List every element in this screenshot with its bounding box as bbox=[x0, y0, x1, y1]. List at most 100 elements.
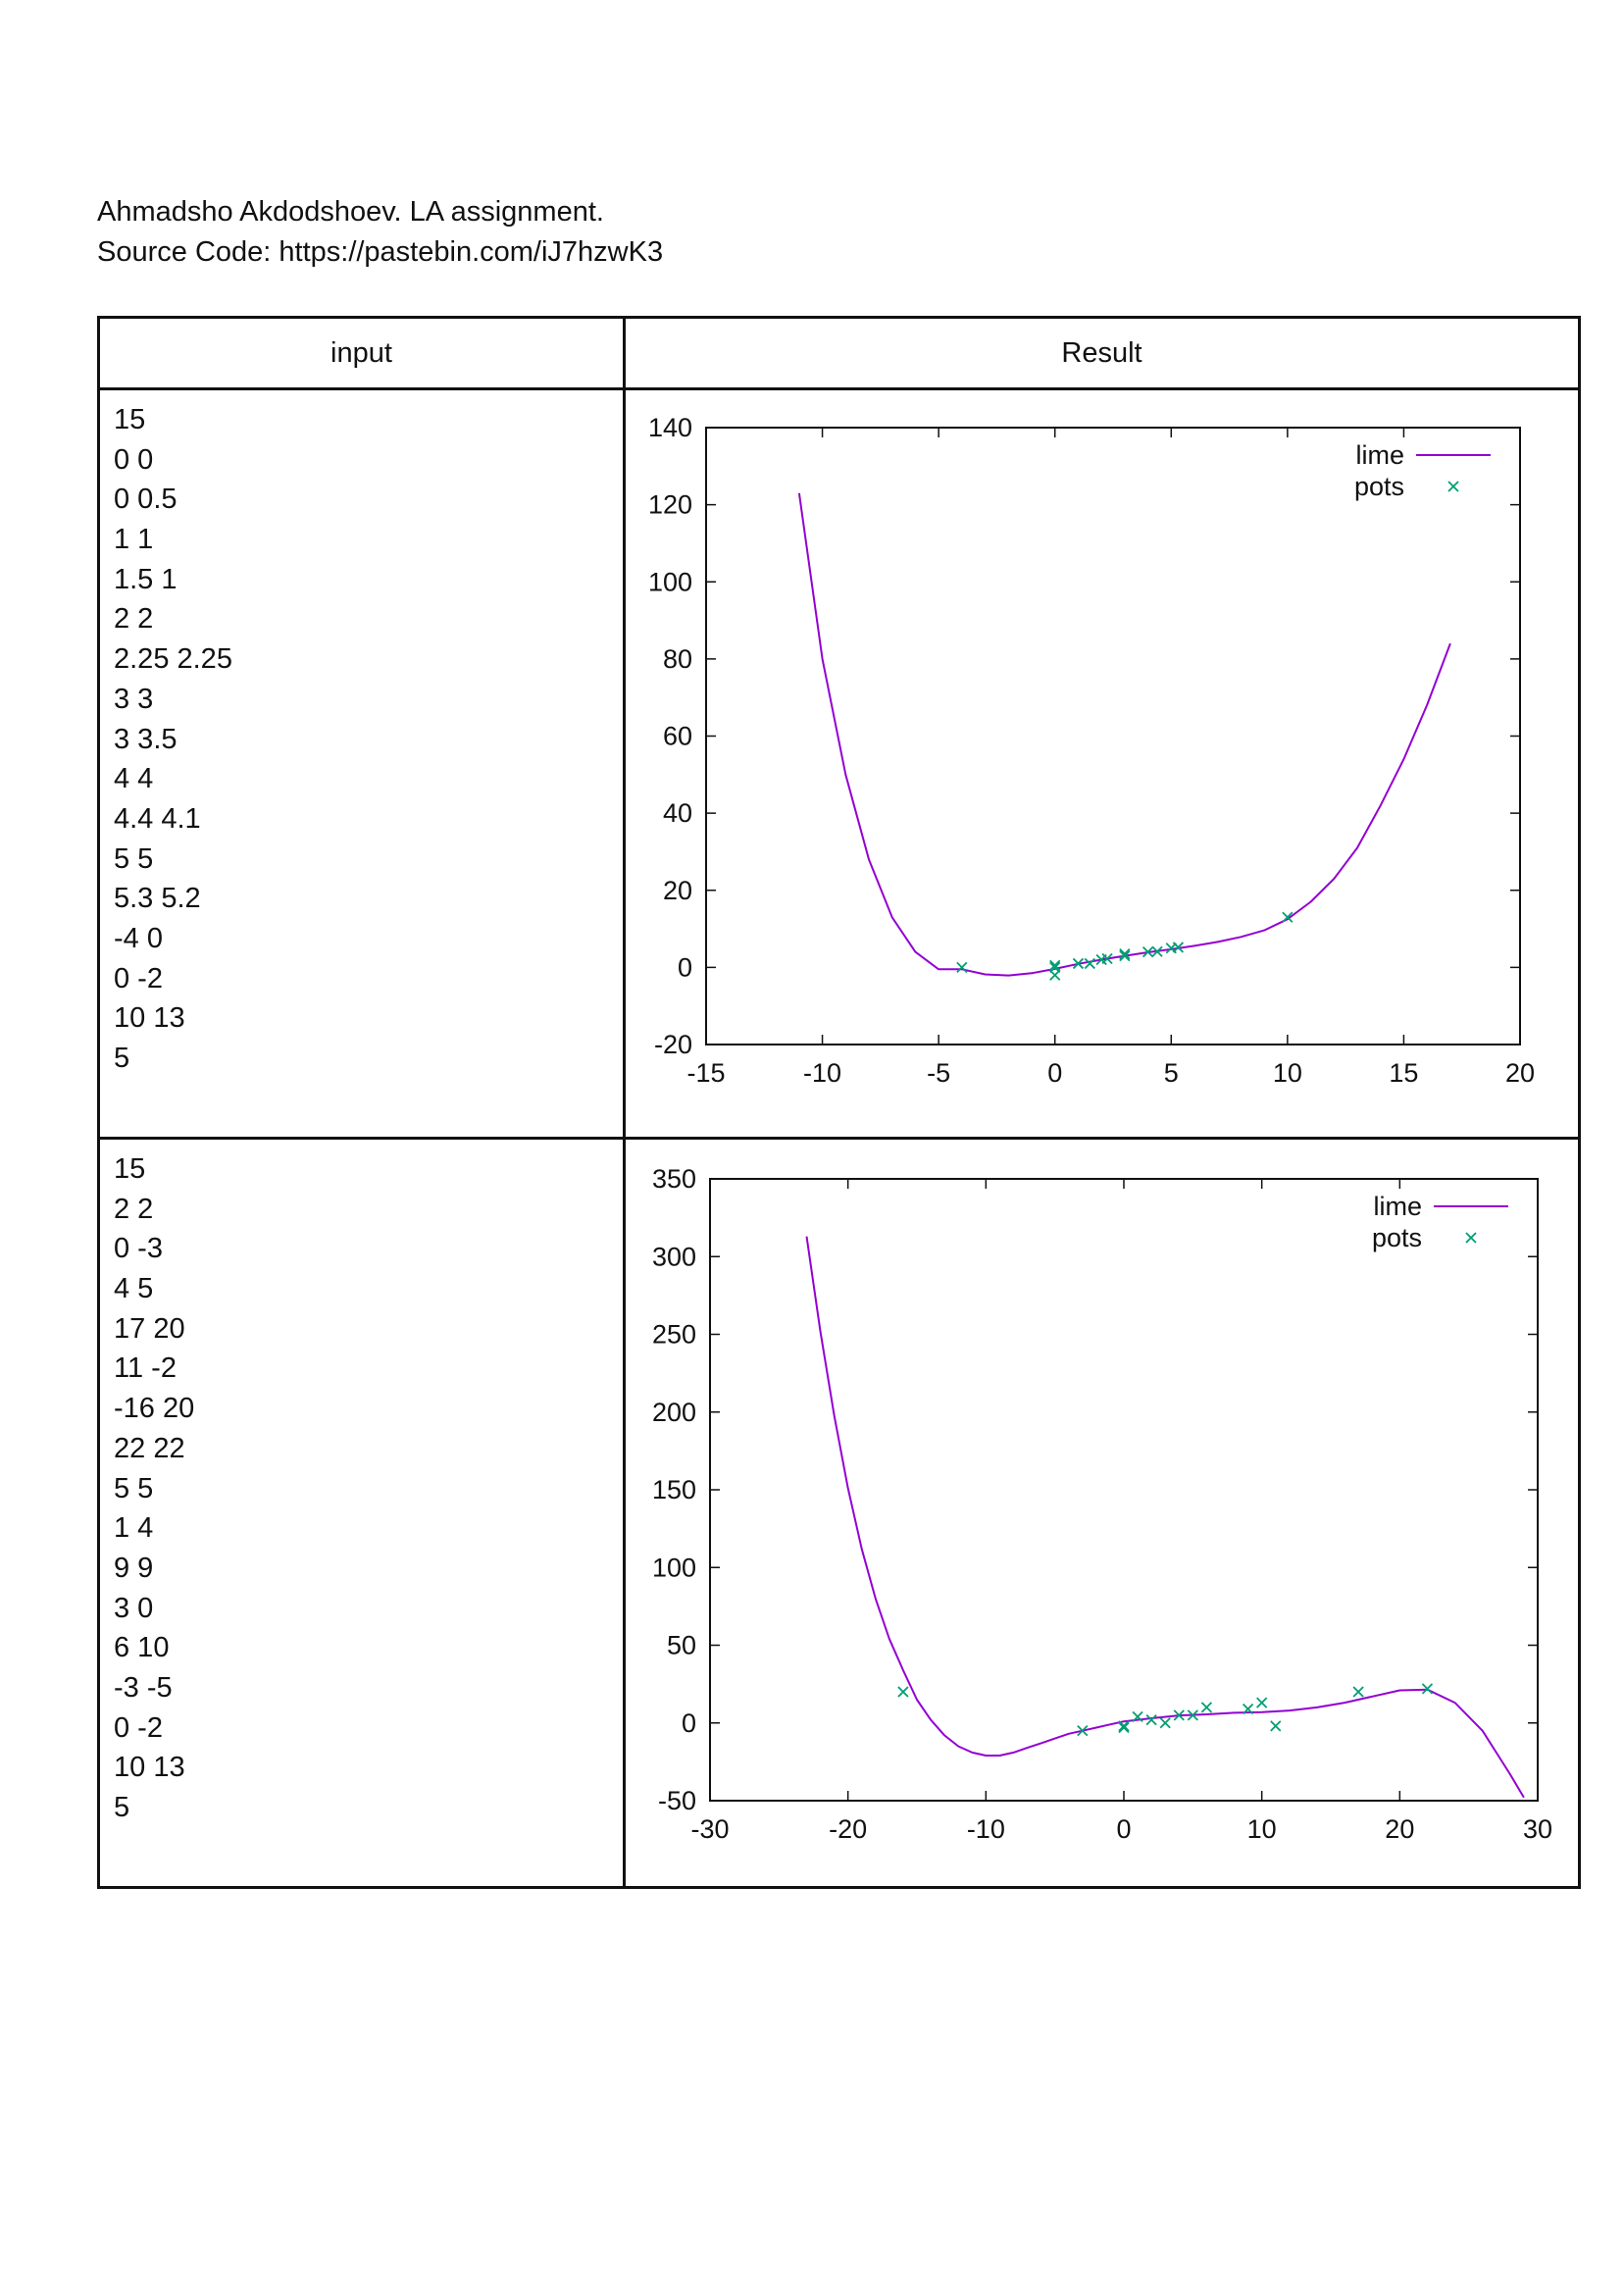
y-tick-label: 0 bbox=[678, 952, 692, 982]
data-point bbox=[1049, 969, 1061, 981]
x-tick-label: 0 bbox=[1116, 1814, 1131, 1844]
x-tick-label: 20 bbox=[1385, 1814, 1414, 1844]
input-line: 5 5 bbox=[114, 1472, 154, 1504]
y-tick-label: 120 bbox=[648, 490, 692, 520]
input-line: 1.5 1 bbox=[114, 563, 178, 595]
data-point bbox=[1077, 1725, 1089, 1737]
input-line: 15 bbox=[114, 1153, 146, 1185]
legend-label-pots: pots bbox=[1372, 1223, 1422, 1252]
table-header-row: input Result bbox=[97, 316, 1581, 390]
data-point bbox=[1145, 1713, 1157, 1726]
input-line: 10 13 bbox=[114, 1002, 185, 1035]
data-point bbox=[1142, 946, 1154, 958]
data-point bbox=[1049, 959, 1061, 972]
plot-frame bbox=[709, 1178, 1539, 1802]
document-header: Ahmadsho Akdodshoev. LA assignment. Sour… bbox=[97, 192, 663, 273]
source-code-line: Source Code: https://pastebin.com/iJ7hzw… bbox=[97, 236, 664, 268]
data-point bbox=[1256, 1697, 1268, 1708]
x-tick-label: 10 bbox=[1247, 1814, 1277, 1844]
author-line: Ahmadsho Akdodshoev. LA assignment. bbox=[97, 196, 604, 228]
input-line: -3 -5 bbox=[114, 1671, 173, 1704]
y-tick-label: -20 bbox=[654, 1030, 692, 1059]
y-tick-label: 100 bbox=[648, 567, 692, 596]
data-point bbox=[1421, 1683, 1434, 1695]
y-tick-label: 40 bbox=[663, 798, 692, 828]
x-tick-label: -15 bbox=[686, 1058, 725, 1088]
input-line: 2 2 bbox=[114, 603, 154, 636]
data-point bbox=[1352, 1686, 1364, 1698]
result-cell: -30 -20 -10 0 10 20 30 -50 0 50 100 150 200 250 300 350… bbox=[623, 1137, 1581, 1889]
input-line: 4 4 bbox=[114, 763, 154, 795]
x-tick-label: 0 bbox=[1047, 1058, 1062, 1088]
x-tick-label: 20 bbox=[1505, 1058, 1535, 1088]
input-line: 0 0.5 bbox=[114, 484, 178, 516]
data-point bbox=[1172, 942, 1185, 953]
series-line-lime bbox=[805, 1236, 1525, 1799]
input-line: -4 0 bbox=[114, 922, 163, 954]
data-point bbox=[1187, 1709, 1198, 1721]
data-point bbox=[897, 1686, 909, 1698]
data-point bbox=[1151, 945, 1163, 957]
input-cell: 15 2 2 0 -3 4 5 17 20 11 -2 -16 20 22 22… bbox=[97, 1137, 626, 1889]
y-tick-label: 50 bbox=[667, 1631, 696, 1660]
column-header-input: input bbox=[97, 316, 626, 390]
input-line: 2 2 bbox=[114, 1193, 154, 1225]
input-line: 0 -3 bbox=[114, 1233, 163, 1265]
input-line: 5 5 bbox=[114, 842, 154, 875]
legend-label-pots: pots bbox=[1354, 472, 1404, 501]
input-line: 22 22 bbox=[114, 1432, 185, 1464]
data-point bbox=[1118, 1721, 1130, 1734]
data-point bbox=[1242, 1703, 1254, 1715]
y-tick-label: 300 bbox=[652, 1242, 696, 1271]
plot-frame bbox=[705, 427, 1521, 1045]
input-line: 11 -2 bbox=[114, 1352, 177, 1385]
input-line: 0 -2 bbox=[114, 1711, 163, 1744]
input-line: 3 3 bbox=[114, 683, 154, 715]
input-line: 9 9 bbox=[114, 1552, 154, 1584]
column-header-result: Result bbox=[623, 316, 1581, 390]
y-tick-label: -50 bbox=[658, 1786, 696, 1815]
x-tick-label: -10 bbox=[803, 1058, 841, 1088]
data-point bbox=[1282, 911, 1294, 923]
input-line: 4 5 bbox=[114, 1273, 154, 1305]
input-line: 1 4 bbox=[114, 1512, 154, 1545]
table-row: 15 2 2 0 -3 4 5 17 20 11 -2 -16 20 22 22… bbox=[97, 1137, 1581, 1889]
legend-swatch-pots bbox=[1447, 481, 1459, 492]
y-tick-label: 20 bbox=[663, 876, 692, 905]
results-table: input Result 15 0 0 0 0.5 1 1 1.5 1 2 2 … bbox=[97, 316, 1581, 1889]
input-line: 2.25 2.25 bbox=[114, 643, 232, 676]
data-point bbox=[1132, 1710, 1143, 1723]
data-point bbox=[1200, 1702, 1213, 1713]
data-point bbox=[1270, 1720, 1282, 1732]
y-tick-label: 150 bbox=[652, 1475, 696, 1504]
data-point bbox=[1072, 957, 1085, 970]
x-tick-label: -30 bbox=[690, 1814, 729, 1844]
input-cell: 15 0 0 0 0.5 1 1 1.5 1 2 2 2.25 2.25 3 3… bbox=[97, 387, 626, 1140]
data-point bbox=[1173, 1709, 1185, 1721]
input-line: 17 20 bbox=[114, 1312, 185, 1345]
input-line: 4.4 4.1 bbox=[114, 802, 201, 835]
data-point bbox=[1084, 957, 1095, 970]
x-tick-label: 30 bbox=[1523, 1814, 1552, 1844]
x-tick-label: 15 bbox=[1389, 1058, 1418, 1088]
y-tick-label: 350 bbox=[652, 1164, 696, 1194]
y-tick-label: 60 bbox=[663, 722, 692, 751]
input-line: 3 3.5 bbox=[114, 723, 178, 755]
result-plot: -15 -10 -5 0 5 10 15 20 -20 0 20 40 60 80 100 120 140 lim… bbox=[648, 413, 1535, 1088]
x-tick-label: -5 bbox=[927, 1058, 950, 1088]
y-tick-label: 80 bbox=[663, 644, 692, 674]
x-tick-label: 5 bbox=[1164, 1058, 1179, 1088]
series-line-lime bbox=[797, 492, 1451, 977]
data-point bbox=[1119, 949, 1131, 962]
result-plot: -30 -20 -10 0 10 20 30 -50 0 50 100 150 200 250 300 350… bbox=[652, 1164, 1552, 1844]
input-line: 10 13 bbox=[114, 1752, 185, 1784]
y-tick-label: 0 bbox=[682, 1708, 696, 1738]
input-line: 5 bbox=[114, 1043, 130, 1074]
input-line: 5.3 5.2 bbox=[114, 883, 201, 915]
y-tick-label: 100 bbox=[652, 1553, 696, 1582]
input-line: 15 bbox=[114, 404, 146, 435]
data-point bbox=[1118, 1720, 1130, 1732]
input-line: 3 0 bbox=[114, 1592, 154, 1624]
x-tick-label: -20 bbox=[829, 1814, 867, 1844]
x-tick-label: -10 bbox=[967, 1814, 1005, 1844]
